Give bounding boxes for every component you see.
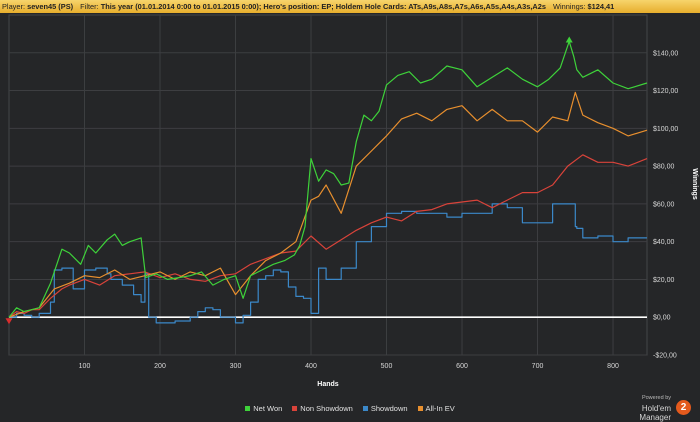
filter-label: Filter: <box>80 2 99 11</box>
legend-item-non-showdown[interactable]: Non Showdown <box>292 403 353 415</box>
series-line-net-won <box>8 40 648 318</box>
hm2-logo-icon: 2 <box>676 400 691 415</box>
legend-item-all-in-ev[interactable]: All-In EV <box>417 403 455 415</box>
x-tick-label: 200 <box>154 363 166 370</box>
y-axis-title: Winnings <box>691 168 698 200</box>
y-tick-label: $120,00 <box>653 88 678 95</box>
player-label: Player: <box>2 2 26 11</box>
legend-swatch-showdown <box>362 406 368 411</box>
min-winnings-marker <box>5 318 13 325</box>
y-tick-label: $60,00 <box>653 201 675 208</box>
winnings-value: $124,41 <box>587 2 615 11</box>
legend-label-non-showdown: Non Showdown <box>300 404 353 413</box>
y-tick-label: $100,00 <box>653 126 678 133</box>
x-tick-label: 500 <box>381 363 393 370</box>
x-tick-label: 800 <box>607 363 619 370</box>
holdem-manager-branding: Powered by Hold'em Manager 2 <box>617 395 691 422</box>
legend-item-showdown[interactable]: Showdown <box>362 403 408 415</box>
powered-by-text: Powered by <box>641 395 671 401</box>
x-tick-label: 400 <box>305 363 317 370</box>
x-tick-label: 700 <box>532 363 544 370</box>
chart-legend: Net Won Non Showdown Showdown All-In EV <box>0 403 700 415</box>
winnings-label: Winnings: <box>553 2 586 11</box>
series-line-showdown <box>9 203 647 324</box>
y-tick-label: $20,00 <box>653 277 675 284</box>
legend-item-net-won[interactable]: Net Won <box>245 403 282 415</box>
legend-label-showdown: Showdown <box>370 404 408 413</box>
x-tick-label: 300 <box>230 363 242 370</box>
y-tick-label: $140,00 <box>653 50 678 57</box>
series-line-non-showdown <box>8 154 648 318</box>
legend-label-net-won: Net Won <box>253 404 283 413</box>
series-line-all-in-ev <box>8 91 648 318</box>
marker-layer <box>5 36 573 325</box>
winnings-chart: -$20,00 $0,00 $20,00 $40,00 $60,00 $80,00 $100… <box>5 14 698 388</box>
y-tick-label: -$20,00 <box>653 353 677 360</box>
legend-swatch-all-in-ev <box>417 406 423 411</box>
y-tick-label: $40,00 <box>653 239 675 246</box>
player-value: seven45 (PS) <box>27 2 74 11</box>
brand-name-text: Hold'em Manager <box>639 404 671 422</box>
y-tick-label: $80,00 <box>653 164 675 171</box>
x-tick-label: 600 <box>456 363 468 370</box>
legend-swatch-net-won <box>245 406 251 411</box>
y-tick-label: $0,00 <box>653 315 671 322</box>
filter-header-bar: Player: seven45 (PS) Filter: This year (… <box>0 0 700 13</box>
grid-layer <box>8 14 648 356</box>
legend-swatch-non-showdown <box>292 406 298 411</box>
tick-label-layer: -$20,00 $0,00 $20,00 $40,00 $60,00 $80,00 $100… <box>79 50 679 370</box>
filter-value: This year (01.01.2014 0:00 to 01.01.2015… <box>100 2 546 11</box>
x-axis-title: Hands <box>317 381 339 388</box>
legend-label-all-in-ev: All-In EV <box>425 404 455 413</box>
series-layer <box>8 40 648 324</box>
max-winnings-marker <box>565 36 573 43</box>
x-tick-label: 100 <box>79 363 91 370</box>
